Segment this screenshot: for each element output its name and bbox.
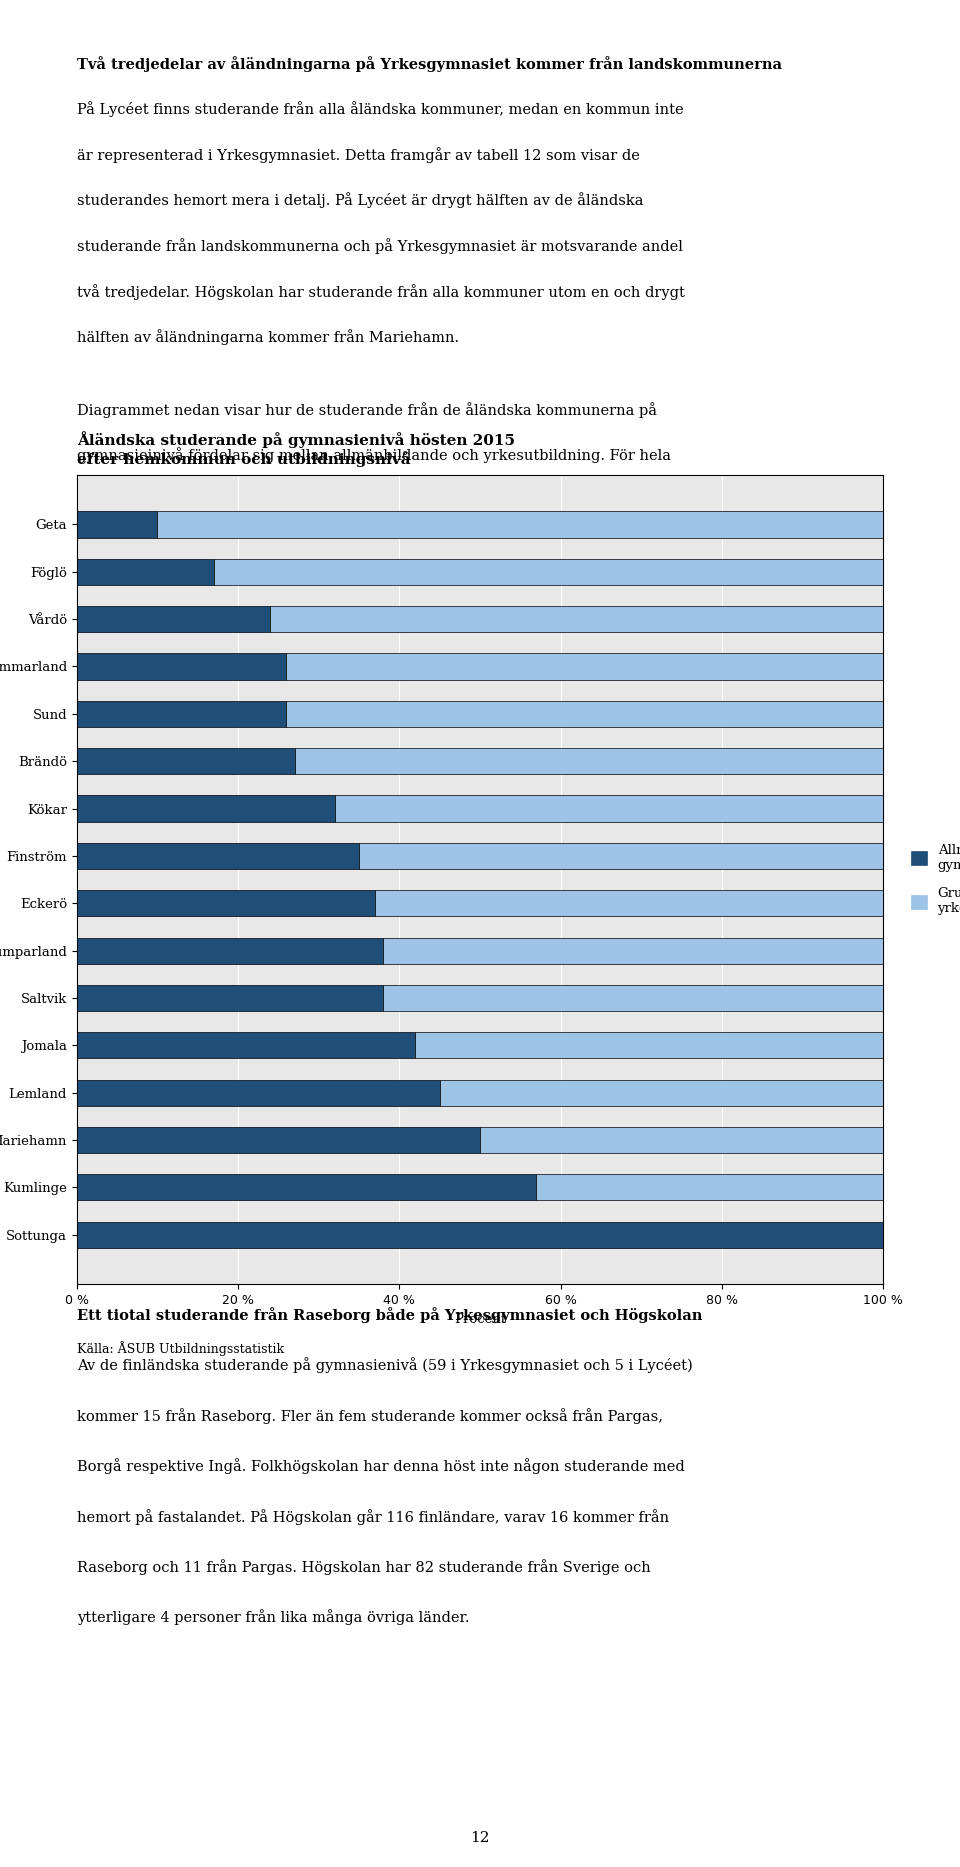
- Bar: [214, 558, 883, 584]
- Text: kommer 15 från Raseborg. Fler än fem studerande kommer också från Pargas,: kommer 15 från Raseborg. Fler än fem stu…: [77, 1408, 662, 1425]
- Bar: [440, 1079, 883, 1105]
- Text: Åländska studerande på gymnasienivå hösten 2015
efter hemkommun och utbildningsn: Åländska studerande på gymnasienivå höst…: [77, 431, 515, 467]
- Text: ytterligare 4 personer från lika många övriga länder.: ytterligare 4 personer från lika många ö…: [77, 1609, 469, 1626]
- Bar: [271, 607, 883, 633]
- Bar: [77, 653, 286, 680]
- Text: Källa: ÅSUB Utbildningsstatistik: Källa: ÅSUB Utbildningsstatistik: [77, 1341, 284, 1355]
- Text: är representerad i Yrkesgymnasiet. Detta framgår av tabell 12 som visar de: är representerad i Yrkesgymnasiet. Detta…: [77, 147, 639, 162]
- Bar: [77, 700, 286, 726]
- Legend: Allmänbildande
gymnasieutbildning, Grundläggande
yrkesutbildning: Allmänbildande gymnasieutbildning, Grund…: [906, 838, 960, 920]
- Bar: [77, 558, 214, 584]
- Text: studerande från landskommunerna och på Yrkesgymnasiet är motsvarande andel: studerande från landskommunerna och på Y…: [77, 239, 683, 254]
- Text: Av de finländska studerande på gymnasienivå (59 i Yrkesgymnasiet och 5 i Lycéet): Av de finländska studerande på gymnasien…: [77, 1357, 692, 1374]
- Bar: [77, 891, 375, 917]
- Bar: [295, 749, 883, 775]
- Bar: [375, 891, 883, 917]
- Bar: [77, 512, 157, 538]
- Bar: [77, 1221, 883, 1247]
- Text: Diagrammet nedan visar hur de studerande från de åländska kommunerna på: Diagrammet nedan visar hur de studerande…: [77, 401, 657, 418]
- Text: hemort på fastalandet. På Högskolan går 116 finländare, varav 16 kommer från: hemort på fastalandet. På Högskolan går …: [77, 1509, 669, 1525]
- Bar: [77, 1032, 416, 1059]
- Bar: [77, 1174, 537, 1200]
- Bar: [77, 842, 359, 868]
- Text: två tredjedelar. Högskolan har studerande från alla kommuner utom en och drygt: två tredjedelar. Högskolan har studerand…: [77, 284, 684, 299]
- Bar: [383, 986, 883, 1010]
- Text: Två tredjedelar av åländningarna på Yrkesgymnasiet kommer från landskommunerna: Två tredjedelar av åländningarna på Yrke…: [77, 56, 781, 73]
- Text: gymnasieinivå fördelar sig mellan allmänbildande och yrkesutbildning. För hela: gymnasieinivå fördelar sig mellan allmän…: [77, 448, 671, 463]
- Text: Ett tiotal studerande från Raseborg både på Yrkesgymnasiet och Högskolan: Ett tiotal studerande från Raseborg både…: [77, 1307, 702, 1324]
- Bar: [77, 1079, 440, 1105]
- Text: På Lycéet finns studerande från alla åländska kommuner, medan en kommun inte: På Lycéet finns studerande från alla ålä…: [77, 101, 684, 118]
- Bar: [286, 700, 883, 726]
- Text: Borgå respektive Ingå. Folkhögskolan har denna höst inte någon studerande med: Borgå respektive Ingå. Folkhögskolan har…: [77, 1458, 684, 1475]
- Text: studerande på gymnasienivå från Mariehamn går hälften på Lycéet och hälften på: studerande på gymnasienivå från Marieham…: [77, 538, 689, 554]
- Text: 12: 12: [470, 1832, 490, 1845]
- Text: Åland är andelen som går i yrkesutbildning 58 procent. När det gäller de: Åland är andelen som går i yrkesutbildni…: [77, 493, 621, 510]
- Bar: [537, 1174, 883, 1200]
- Bar: [157, 512, 883, 538]
- Bar: [77, 986, 383, 1010]
- Bar: [77, 749, 295, 775]
- Bar: [335, 795, 883, 821]
- Bar: [77, 1128, 480, 1154]
- Text: studerandes hemort mera i detalj. På Lycéet är drygt hälften av de åländska: studerandes hemort mera i detalj. På Lyc…: [77, 192, 643, 209]
- Bar: [77, 607, 271, 633]
- Text: Av de studerande från skärgården går 68 procent på Yrkesgymnasiet.: Av de studerande från skärgården går 68 …: [77, 629, 597, 646]
- Bar: [286, 653, 883, 680]
- Bar: [77, 937, 383, 963]
- X-axis label: Procent: Procent: [454, 1313, 506, 1326]
- Text: hälften av åländningarna kommer från Mariehamn.: hälften av åländningarna kommer från Mar…: [77, 329, 459, 345]
- Bar: [77, 795, 335, 821]
- Bar: [359, 842, 883, 868]
- Text: Yrkesgymnasiet, medan 62 procent av de från landsbygden går i Yrkesgymnasiet.: Yrkesgymnasiet, medan 62 procent av de f…: [77, 584, 684, 599]
- Text: Raseborg och 11 från Pargas. Högskolan har 82 studerande från Sverige och: Raseborg och 11 från Pargas. Högskolan h…: [77, 1559, 651, 1576]
- Bar: [480, 1128, 883, 1154]
- Bar: [383, 937, 883, 963]
- Bar: [416, 1032, 883, 1059]
